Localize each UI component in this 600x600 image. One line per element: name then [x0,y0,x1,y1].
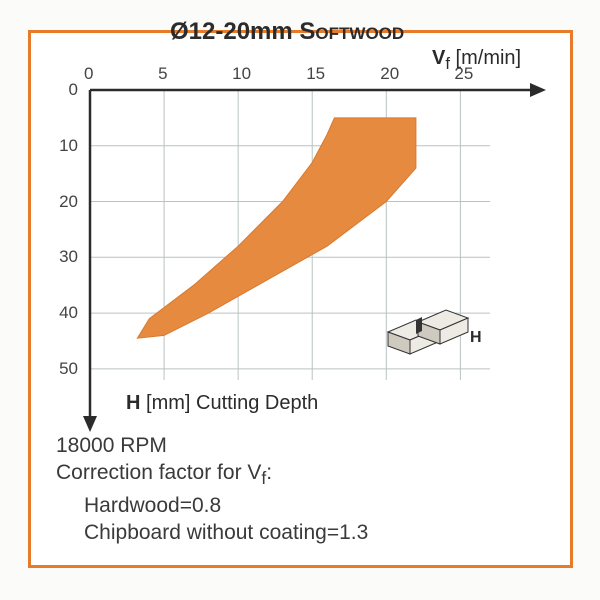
y-tick: 50 [59,359,78,379]
x-tick: 0 [84,64,93,84]
svg-text:H: H [470,329,482,346]
inset-depth-icon: H [388,310,482,354]
footer-notes: 18000 RPMCorrection factor for Vf:Hardwo… [56,432,368,546]
chart-title: Ø12-20mm Softwood [170,18,404,46]
chart-plot: H [50,50,550,440]
title-material: Softwood [299,18,404,45]
x-tick: 20 [380,64,399,84]
footer-cf-line: Chipboard without coating=1.3 [56,519,368,546]
x-tick: 25 [454,64,473,84]
x-tick: 10 [232,64,251,84]
title-prefix: Ø12-20mm [170,18,299,45]
y-tick: 10 [59,136,78,156]
y-tick: 40 [59,303,78,323]
y-tick: 30 [59,247,78,267]
footer-cf-title: Correction factor for Vf: [56,459,368,492]
y-tick: 0 [69,80,78,100]
x-tick: 15 [306,64,325,84]
x-tick: 5 [158,64,167,84]
footer-cf-line: Hardwood=0.8 [56,492,368,519]
footer-rpm: 18000 RPM [56,432,368,459]
y-tick: 20 [59,192,78,212]
